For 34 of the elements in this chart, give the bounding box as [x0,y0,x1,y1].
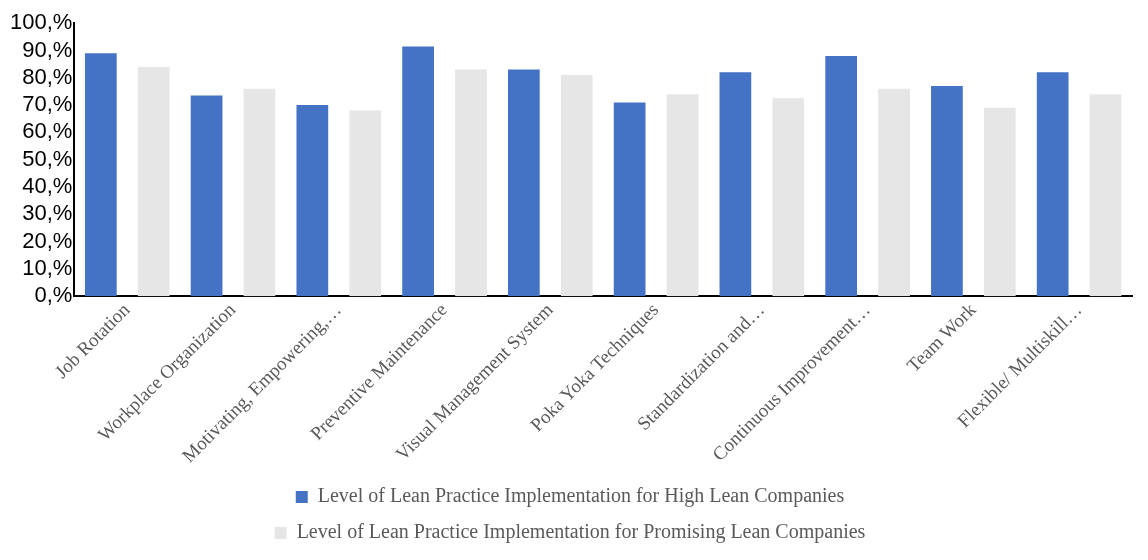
bar [772,98,805,297]
bar [931,86,963,297]
y-tick-label: 0,% [34,282,73,308]
bar [508,69,540,297]
bar [190,95,223,297]
bar [1089,94,1122,297]
y-tick-label: 10,% [22,255,73,281]
bar [878,88,910,297]
legend-label: Level of Lean Practice Implementation for High Lean Companies [317,484,845,508]
y-tick-label: 30,% [22,200,73,226]
bar [296,105,329,297]
bar [666,94,699,297]
x-tick-label: Team Work [902,298,981,376]
y-tick-label: 20,% [22,227,73,253]
bar [560,75,593,297]
bar [455,69,487,297]
bar [137,66,170,297]
bar [983,107,1016,297]
legend-label: Level of Lean Practice Implementation for Promising Lean Companies [296,520,866,544]
bar [613,102,646,297]
y-tick-label: 90,% [22,36,73,62]
bar [719,72,752,297]
bar [349,110,382,297]
y-tick-label: 40,% [22,173,73,199]
bar [243,88,276,297]
y-tick-label: 50,% [22,145,73,171]
y-tick-label: 100,% [9,9,73,35]
y-tick-label: 80,% [22,63,73,89]
bar [1036,72,1069,297]
bar [402,46,434,297]
bar [84,53,117,297]
y-tick-label: 70,% [22,91,73,117]
bar [825,55,858,297]
y-tick-label: 60,% [22,118,73,144]
